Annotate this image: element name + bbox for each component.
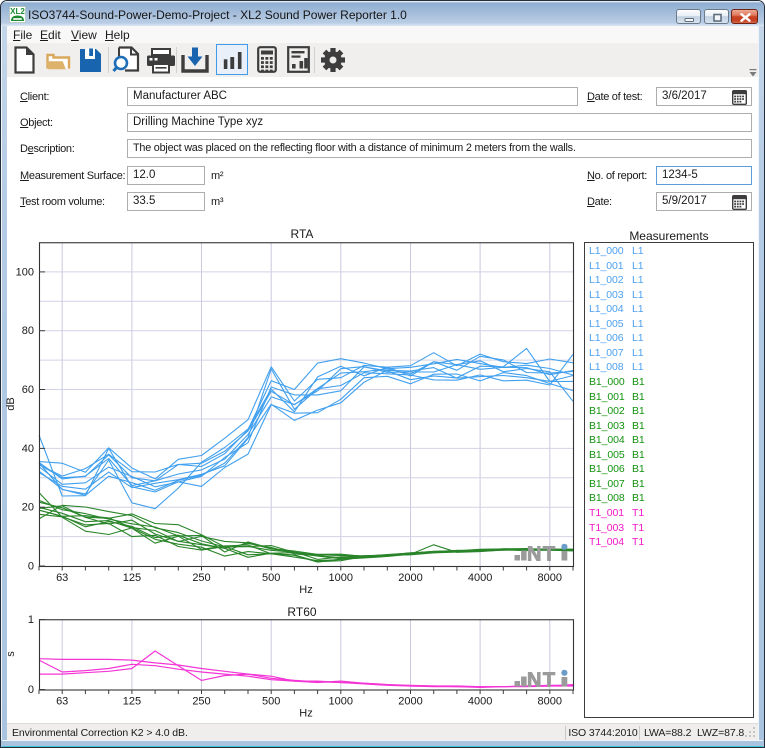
svg-text:1000: 1000	[329, 696, 353, 708]
svg-text:100: 100	[16, 266, 34, 278]
svg-text:1: 1	[28, 614, 34, 626]
svg-text:4000: 4000	[468, 572, 492, 584]
svg-text:500: 500	[262, 572, 280, 584]
svg-text:2000: 2000	[398, 696, 422, 708]
svg-text:250: 250	[192, 696, 210, 708]
svg-text:RT60: RT60	[287, 605, 316, 619]
svg-text:s: s	[5, 651, 17, 657]
svg-text:4000: 4000	[468, 696, 492, 708]
svg-text:NT: NT	[527, 670, 556, 692]
svg-text:dB: dB	[5, 397, 17, 410]
svg-text:RTA: RTA	[291, 228, 314, 241]
svg-text:2000: 2000	[398, 572, 422, 584]
svg-text:63: 63	[56, 696, 68, 708]
svg-text:20: 20	[22, 502, 34, 514]
svg-text:NT: NT	[527, 544, 556, 566]
svg-text:8000: 8000	[538, 696, 562, 708]
svg-text:63: 63	[56, 572, 68, 584]
svg-text:8000: 8000	[538, 572, 562, 584]
svg-text:40: 40	[22, 443, 34, 455]
svg-text:1000: 1000	[329, 572, 353, 584]
svg-text:60: 60	[22, 384, 34, 396]
svg-text:500: 500	[262, 696, 280, 708]
svg-text:Hz: Hz	[299, 584, 312, 596]
svg-text:80: 80	[22, 325, 34, 337]
svg-text:125: 125	[123, 696, 141, 708]
svg-text:XL2: XL2	[10, 7, 25, 16]
svg-text:0: 0	[28, 684, 34, 696]
svg-text:Hz: Hz	[299, 708, 312, 720]
svg-text:125: 125	[123, 572, 141, 584]
svg-text:250: 250	[192, 572, 210, 584]
svg-text:0: 0	[28, 561, 34, 573]
